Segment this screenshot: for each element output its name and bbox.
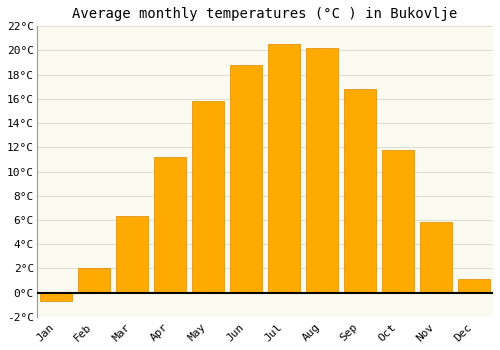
Bar <box>230 65 262 293</box>
Bar <box>40 293 72 301</box>
Bar <box>382 150 414 293</box>
Bar <box>192 102 224 293</box>
Bar <box>154 157 186 293</box>
Bar <box>116 216 148 293</box>
Bar <box>268 44 300 293</box>
Bar <box>78 268 110 293</box>
Bar <box>344 89 376 293</box>
Bar <box>306 48 338 293</box>
Bar <box>420 222 452 293</box>
Bar <box>458 279 490 293</box>
Title: Average monthly temperatures (°C ) in Bukovlje: Average monthly temperatures (°C ) in Bu… <box>72 7 458 21</box>
